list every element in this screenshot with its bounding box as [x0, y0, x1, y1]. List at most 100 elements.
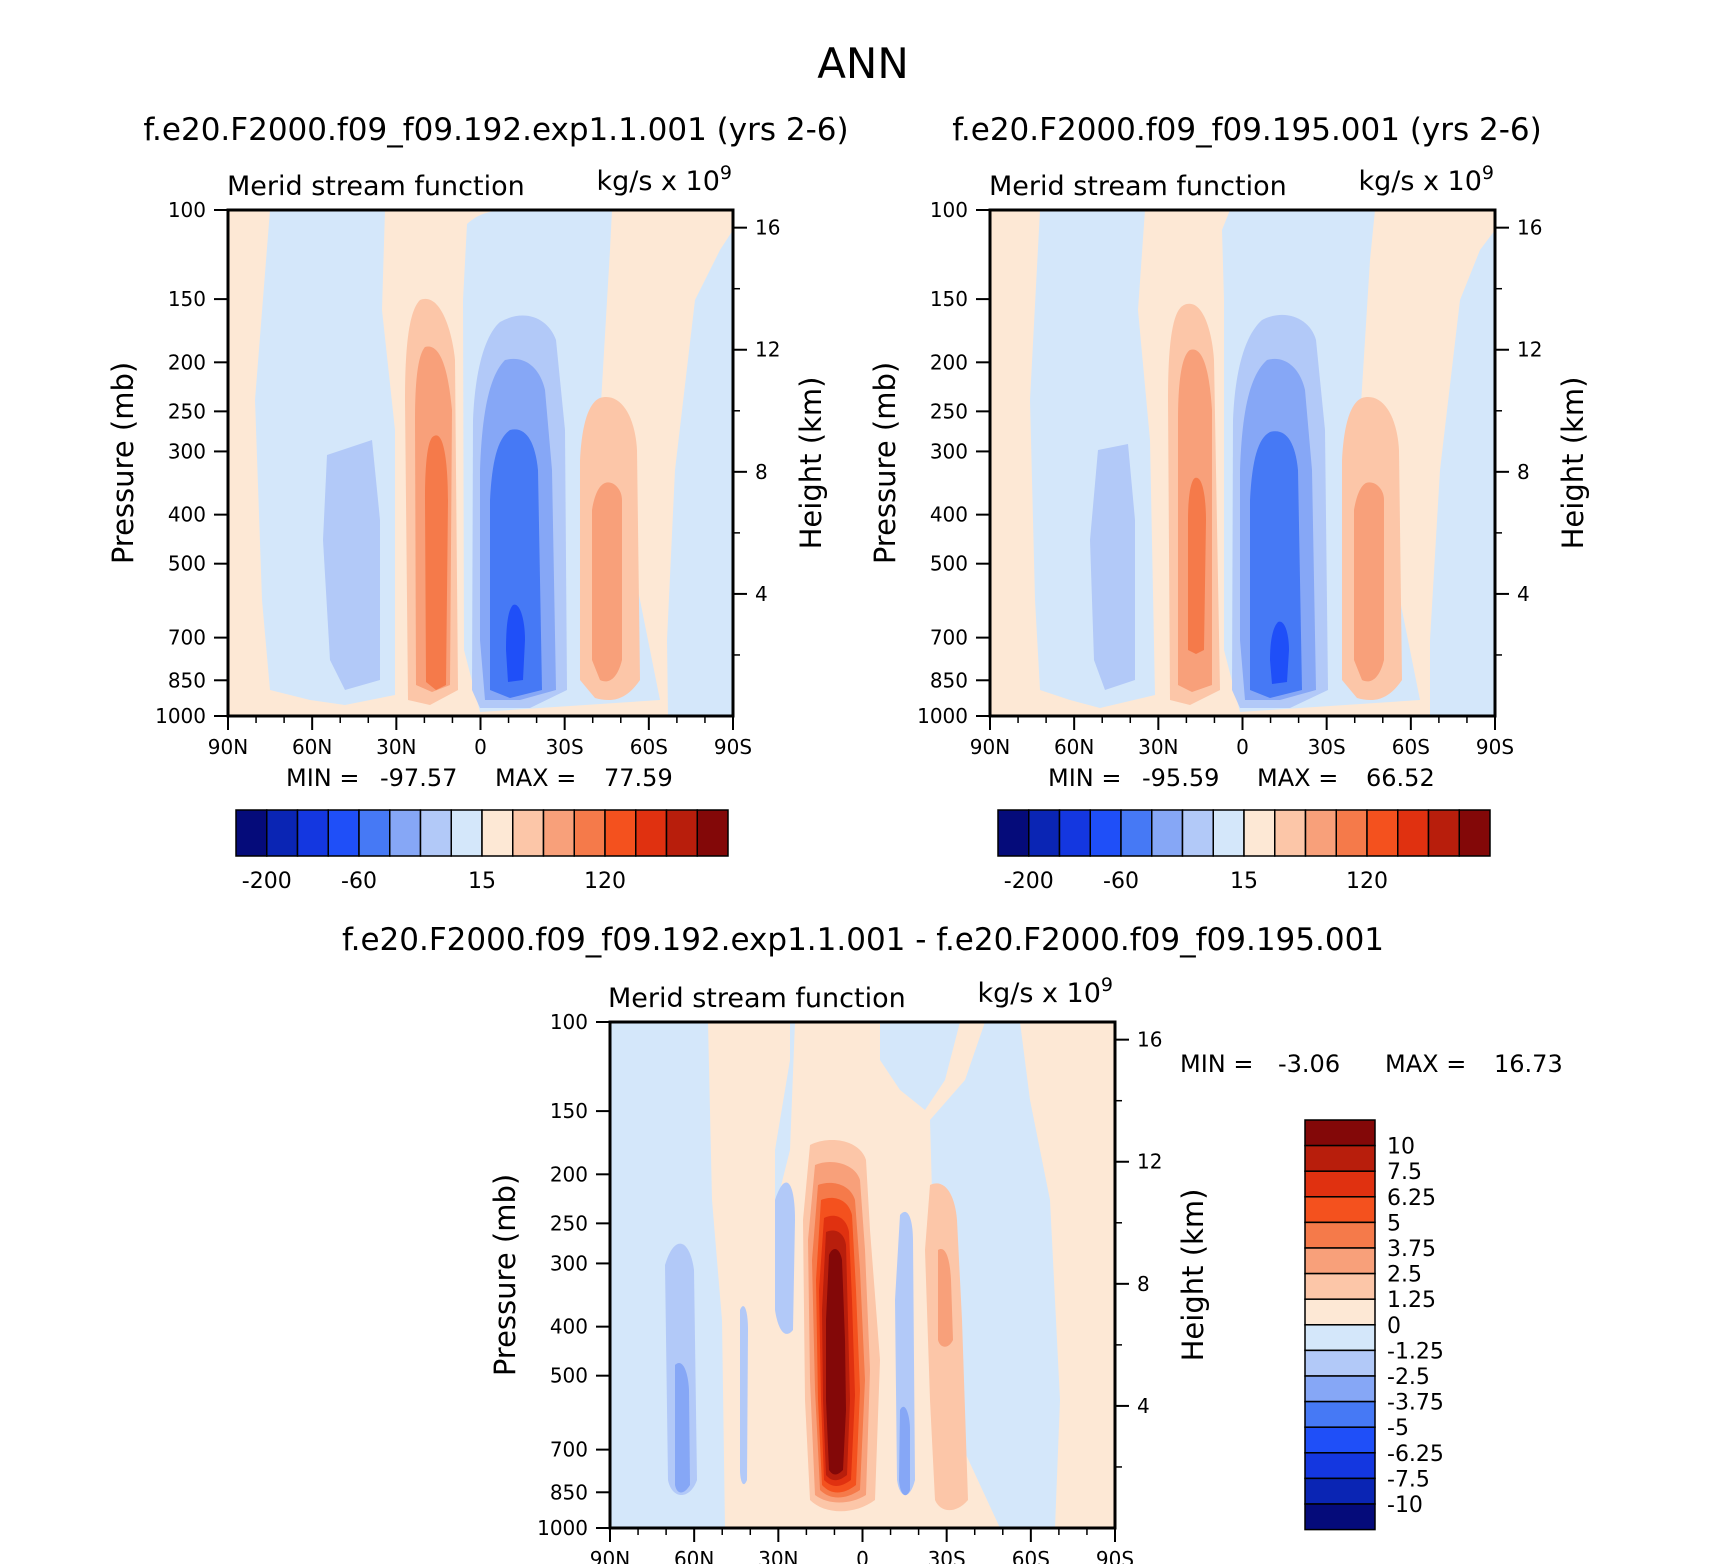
panel-c-colorbar-label: 7.5	[1387, 1160, 1422, 1185]
panel-a-colorbar-box	[635, 809, 668, 857]
panel-a-left-label: Merid stream function	[227, 171, 525, 202]
panel-a-colorbar-box	[542, 809, 575, 857]
panel-a-colorbar-box	[235, 809, 268, 857]
page-title: ANN	[817, 39, 909, 88]
panel-c-ytick-label: 250	[550, 1211, 588, 1235]
panel-a-ytick-label: 1000	[155, 704, 206, 728]
panel-b-polar-negative	[1430, 230, 1495, 716]
panel-b-ylabel: Pressure (mb)	[868, 362, 902, 564]
panel-c-y2tick-label: 4	[1137, 1394, 1150, 1418]
panel-a-y2tick-label: 16	[755, 216, 780, 240]
panel-c-xtick-label: 30N	[758, 1547, 798, 1564]
panel-b-ytick-label: 200	[930, 350, 968, 374]
panel-a-sh-hadley-core	[506, 604, 525, 682]
panel-c-colorbar-label: 0	[1387, 1314, 1401, 1339]
panel-b-colorbar-box	[1397, 809, 1430, 857]
panel-a-colorbar-box	[604, 809, 637, 857]
panel-b: f.e20.F2000.f09_f09.195.001 (yrs 2-6) Me…	[868, 112, 1590, 894]
panel-a-nh-hadley-core	[425, 435, 448, 690]
panel-b-colorbar-label: -60	[1103, 869, 1139, 894]
panel-a-colorbar-label: -60	[341, 869, 377, 894]
panel-b-colorbar-box	[1212, 809, 1245, 857]
panel-b-ytick-label: 150	[930, 287, 968, 311]
panel-c-max-label: MAX =	[1385, 1050, 1466, 1078]
panel-c-max-value: 16.73	[1494, 1050, 1563, 1078]
panel-c-ytick-label: 200	[550, 1162, 588, 1186]
panel-b-colorbar: -200 -60 15 120	[997, 809, 1491, 894]
panel-c-colorbar-box	[1304, 1196, 1376, 1224]
panel-c-ytick-label: 850	[550, 1480, 588, 1504]
panel-c-colorbar-label: 6.25	[1387, 1186, 1436, 1211]
panel-c-colorbar-label: -3.75	[1387, 1391, 1444, 1416]
panel-a: f.e20.F2000.f09_f09.192.exp1.1.001 (yrs …	[106, 112, 849, 894]
panel-c-colorbar-label: 3.75	[1387, 1237, 1436, 1262]
panel-c-sh-positive-core	[938, 1249, 953, 1347]
panel-c-sh-positive-band	[925, 1183, 968, 1511]
panel-a-xtick-label: 30N	[376, 735, 416, 759]
panel-a-colorbar-box	[696, 809, 729, 857]
panel-c-sh-polar-positive	[1020, 1022, 1115, 1528]
panel-c-colorbar-label: -6.25	[1387, 1442, 1444, 1467]
panel-c-colorbar-label: 1.25	[1387, 1288, 1436, 1313]
panel-b-colorbar-box	[1058, 809, 1091, 857]
panel-a-sh-ferrel-core	[592, 482, 622, 682]
panel-b-xtick-label: 30S	[1308, 735, 1346, 759]
panel-c-colorbar-label: -5	[1387, 1416, 1409, 1441]
panel-a-units: kg/s x 109	[596, 162, 732, 197]
panel-b-xtick-label: 90N	[970, 735, 1010, 759]
panel-c-colorbar-box	[1304, 1170, 1376, 1198]
panel-c-xtick-label: 0	[856, 1547, 869, 1564]
panel-a-ytick-label: 500	[168, 552, 206, 576]
panel-b-max-label: MAX =	[1257, 764, 1338, 792]
panel-c-xtick-label: 90S	[1096, 1547, 1134, 1564]
panel-b-colorbar-box	[1089, 809, 1122, 857]
panel-b-min-value: -95.59	[1142, 764, 1219, 792]
panel-a-polar-negative	[667, 230, 733, 716]
panel-a-colorbar-box	[450, 809, 483, 857]
panel-a-y2tick-label: 12	[755, 338, 780, 362]
panel-c-min-label: MIN =	[1180, 1050, 1253, 1078]
panel-c-colorbar-label: 5	[1387, 1211, 1401, 1236]
panel-b-colorbar-box	[1274, 809, 1307, 857]
panel-a-colorbar-box	[266, 809, 299, 857]
panel-b-colorbar-box	[1181, 809, 1214, 857]
panel-b-xtick-label: 60S	[1392, 735, 1430, 759]
panel-b-colorbar-box	[997, 809, 1030, 857]
panel-a-min-label: MIN =	[286, 764, 359, 792]
panel-c-xtick-label: 60S	[1012, 1547, 1050, 1564]
panel-b-y2tick-label: 12	[1517, 338, 1542, 362]
panel-c-colorbar-label: -1.25	[1387, 1339, 1444, 1364]
panel-a-min-value: -97.57	[380, 764, 457, 792]
panel-c-units: kg/s x 109	[977, 974, 1113, 1009]
panel-b-y2tick-label: 8	[1517, 460, 1530, 484]
panel-b-xtick-label: 60N	[1054, 735, 1094, 759]
panel-b-colorbar-box	[1120, 809, 1153, 857]
panel-a-nh-ferrel-inner	[323, 440, 380, 690]
panel-c-minmax: MIN = -3.06 MAX = 16.73	[1180, 1050, 1563, 1078]
panel-b-ytick-label: 100	[930, 198, 968, 222]
panel-b-xtick-label: 90S	[1476, 735, 1514, 759]
panel-c: f.e20.F2000.f09_f09.192.exp1.1.001 - f.e…	[342, 922, 1563, 1564]
panel-c-thin-negative-strip	[740, 1306, 748, 1485]
panel-b-max-value: 66.52	[1366, 764, 1435, 792]
panel-a-y2tick-label: 8	[755, 460, 768, 484]
panel-b-title: f.e20.F2000.f09_f09.195.001 (yrs 2-6)	[952, 112, 1542, 148]
panel-b-min-label: MIN =	[1048, 764, 1121, 792]
panel-b-ytick-label: 400	[930, 503, 968, 527]
panel-a-colorbar-label: -200	[242, 869, 292, 894]
panel-c-xtick-label: 60N	[674, 1547, 714, 1564]
panel-c-colorbar-box	[1304, 1452, 1376, 1480]
panel-c-y2tick-label: 16	[1137, 1028, 1162, 1052]
panel-a-ytick-label: 150	[168, 287, 206, 311]
panel-a-colorbar-box	[512, 809, 545, 857]
panel-c-colorbar-box	[1304, 1119, 1376, 1147]
panel-c-colorbar-label: 10	[1387, 1135, 1415, 1160]
panel-a-ytick-label: 300	[168, 439, 206, 463]
panel-b-colorbar-box	[1458, 809, 1491, 857]
panel-b-y2tick-label: 16	[1517, 216, 1542, 240]
panel-c-colorbar-box	[1304, 1400, 1376, 1428]
panel-a-colorbar-box	[296, 809, 329, 857]
panel-a-xtick-label: 90S	[714, 735, 752, 759]
panel-a-ytick-label: 400	[168, 503, 206, 527]
panel-b-colorbar-label: -200	[1004, 869, 1054, 894]
